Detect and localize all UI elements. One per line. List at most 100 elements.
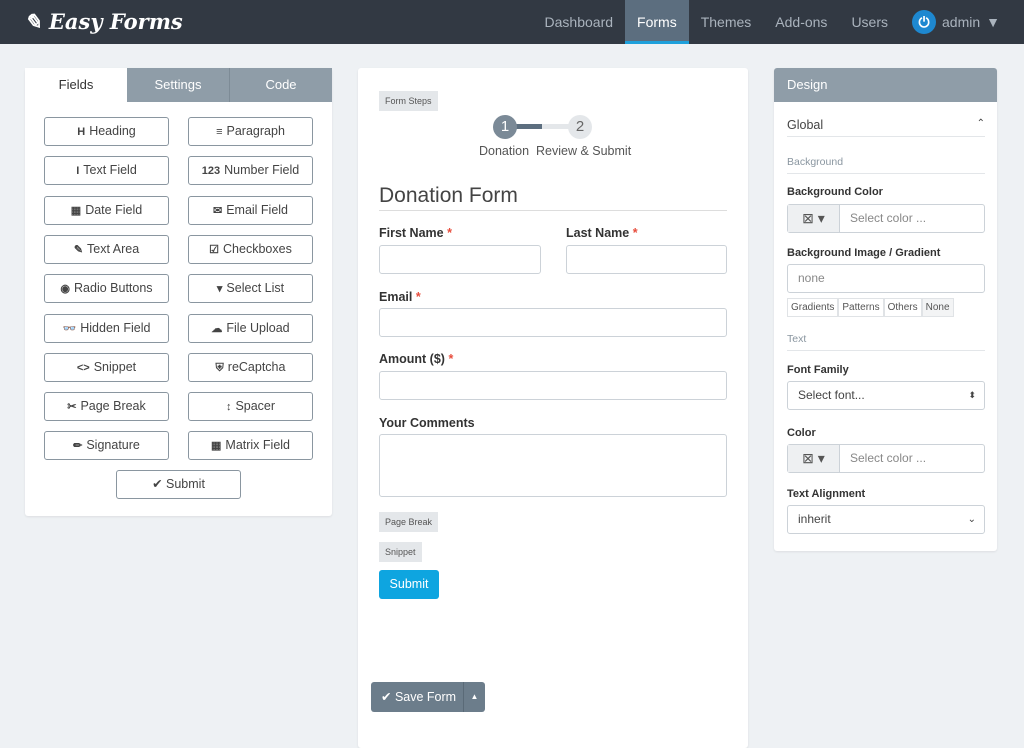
logo[interactable]: ✎ Easy Forms [24, 9, 183, 34]
user-menu[interactable]: ⏻ admin ▼ [900, 0, 1024, 44]
text-align-select[interactable]: inherit ⌄ [787, 505, 985, 534]
field-button-date-field[interactable]: ▦ Date Field [44, 195, 169, 225]
step-1-indicator: 1 [493, 115, 517, 139]
field-label: Signature [86, 438, 140, 453]
field-label: Radio Buttons [74, 281, 153, 296]
tab-code[interactable]: Code [230, 68, 332, 102]
field-button-page-break[interactable]: ✂ Page Break [44, 392, 169, 422]
field-button-select-list[interactable]: ▾ Select List [188, 274, 313, 304]
bg-color-picker[interactable]: ⊠ ▾ Select color ... [787, 204, 985, 233]
field-button-file-upload[interactable]: ☁ File Upload [188, 313, 313, 343]
field-label: reCaptcha [227, 359, 286, 374]
field-button-email-field[interactable]: ✉ Email Field [188, 195, 313, 225]
nav-users[interactable]: Users [851, 14, 888, 30]
field-label: Hidden Field [80, 320, 151, 335]
chevron-up-icon: ⌃ [976, 118, 985, 129]
top-navbar: ✎ Easy Forms Dashboard Forms Themes Add-… [0, 0, 1024, 44]
save-dropdown-caret-icon[interactable]: ▲ [463, 682, 485, 712]
amount-label: Amount ($) * [379, 352, 454, 366]
text-align-label: Text Alignment [787, 488, 866, 500]
first-name-input[interactable] [379, 245, 541, 274]
field-icon: ≡ [216, 126, 223, 138]
field-button-radio-buttons[interactable]: ◉ Radio Buttons [44, 274, 169, 304]
page-break-badge[interactable]: Page Break [379, 512, 439, 532]
user-name: admin [942, 14, 981, 30]
submit-button[interactable]: Submit [379, 570, 439, 599]
field-label: Text Field [83, 163, 137, 178]
field-label: Paragraph [226, 124, 285, 138]
nav-forms[interactable]: Forms [625, 0, 689, 44]
field-icon: I [76, 165, 80, 178]
check-icon: ✔ [381, 690, 395, 704]
field-icon: ▦ [70, 204, 82, 217]
comments-label: Your Comments [379, 416, 475, 430]
tab-gradients[interactable]: Gradients [787, 298, 839, 317]
field-label: Page Break [80, 399, 146, 414]
field-label: Spacer [235, 399, 276, 414]
sort-icon: ⬍ [968, 390, 976, 400]
field-icon: H [77, 126, 86, 138]
field-icon: ✏ [73, 440, 83, 453]
tab-patterns[interactable]: Patterns [838, 298, 884, 317]
field-icon: ✎ [73, 243, 84, 256]
nav-themes[interactable]: Themes [700, 14, 752, 30]
text-color-picker[interactable]: ⊠ ▾ Select color ... [787, 444, 985, 473]
global-accordion[interactable]: Global ⌃ [787, 118, 985, 137]
field-button-paragraph[interactable]: ≡ Paragraph [188, 117, 313, 146]
save-form-button[interactable]: ✔ Save Form ▲ [371, 682, 485, 712]
background-section: Background [787, 156, 985, 174]
step-1-label: Donation [479, 144, 530, 158]
field-button-snippet[interactable]: <> Snippet [44, 352, 169, 382]
font-family-select[interactable]: Select font... ⬍ [787, 381, 985, 410]
last-name-input[interactable] [566, 245, 727, 274]
field-button-recaptcha[interactable]: ⛨ reCaptcha [188, 352, 313, 382]
tab-none[interactable]: None [921, 298, 954, 317]
form-canvas: Form Steps 1 2 Donation Review & Submit … [358, 68, 748, 748]
tab-settings[interactable]: Settings [127, 68, 230, 102]
field-label: Date Field [85, 202, 143, 217]
field-icon: ↕ [225, 401, 232, 414]
text-section: Text [787, 333, 985, 351]
design-panel: Design Global ⌃ Background Background Col… [774, 68, 997, 551]
submit-field-button[interactable]: ✔ Submit [116, 470, 241, 499]
field-icon: ◉ [60, 283, 71, 296]
logo-text: Easy Forms [48, 9, 183, 34]
font-family-label: Font Family [787, 364, 849, 376]
color-swatch-icon[interactable]: ⊠ ▾ [788, 445, 840, 472]
field-button-matrix-field[interactable]: ▦ Matrix Field [188, 431, 313, 461]
nav-addons[interactable]: Add-ons [775, 14, 828, 30]
chevron-down-icon: ⌄ [967, 514, 976, 525]
field-icon: 👓 [62, 322, 77, 335]
field-button-spacer[interactable]: ↕ Spacer [188, 392, 313, 422]
bg-type-tabs: Gradients Patterns Others None [787, 298, 954, 317]
nav-dashboard[interactable]: Dashboard [544, 14, 614, 30]
field-label: Number Field [224, 163, 300, 178]
field-button-text-field[interactable]: I Text Field [44, 156, 169, 186]
field-label: Snippet [93, 359, 137, 374]
field-label: Heading [89, 124, 136, 138]
color-swatch-icon[interactable]: ⊠ ▾ [788, 205, 840, 232]
field-icon: 123 [201, 165, 221, 178]
form-title: Donation Form [379, 184, 727, 211]
snippet-badge[interactable]: Snippet [379, 542, 422, 562]
field-icon: ☁ [211, 322, 223, 335]
tab-others[interactable]: Others [883, 298, 922, 317]
power-icon: ⏻ [912, 10, 936, 34]
field-label: Text Area [87, 241, 140, 256]
email-input[interactable] [379, 308, 727, 337]
bg-image-input[interactable]: none [787, 264, 985, 293]
form-steps-badge[interactable]: Form Steps [379, 91, 438, 111]
first-name-label: First Name * [379, 226, 452, 240]
tab-fields[interactable]: Fields [25, 68, 127, 102]
fields-panel: Fields Settings Code H Heading ≡ Paragraph I… [25, 68, 332, 516]
field-button-signature[interactable]: ✏ Signature [44, 431, 169, 461]
field-button-heading[interactable]: H Heading [44, 117, 169, 146]
field-button-text-area[interactable]: ✎ Text Area [44, 234, 169, 264]
comments-textarea[interactable] [379, 434, 727, 497]
field-button-hidden-field[interactable]: 👓 Hidden Field [44, 313, 169, 343]
caret-down-icon: ▼ [986, 14, 1000, 30]
amount-input[interactable] [379, 371, 727, 400]
field-button-checkboxes[interactable]: ☑ Checkboxes [188, 234, 313, 264]
bg-color-label: Background Color [787, 186, 883, 198]
field-button-number-field[interactable]: 123 Number Field [188, 156, 313, 186]
